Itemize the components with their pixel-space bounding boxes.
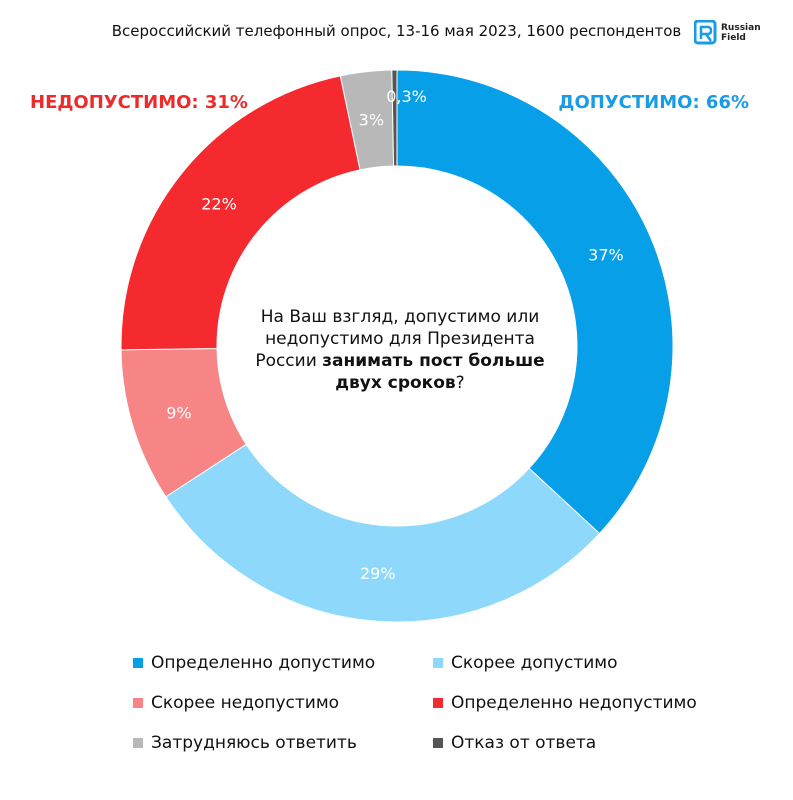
- legend-swatch: [133, 738, 143, 748]
- legend-label: Затрудняюсь ответить: [151, 733, 357, 753]
- survey-question: На Ваш взгляд, допустимо или недопустимо…: [240, 306, 560, 394]
- logo-text-line1: Russian: [721, 23, 761, 33]
- legend-swatch: [433, 738, 443, 748]
- legend-label: Скорее недопустимо: [151, 693, 340, 713]
- legend-item: Скорее недопустимо: [133, 693, 339, 713]
- slice-value-label: 9%: [166, 404, 191, 423]
- legend-item: Отказ от ответа: [433, 733, 596, 753]
- legend-swatch: [133, 698, 143, 708]
- donut-slice: [165, 443, 601, 623]
- legend-item: Определенно допустимо: [133, 653, 375, 673]
- donut-slice: [391, 69, 398, 167]
- logo-icon: [694, 20, 717, 45]
- chart-subtitle: Всероссийский телефонный опрос, 13-16 ма…: [111, 22, 682, 40]
- legend-item: Скорее допустимо: [433, 653, 618, 673]
- slice-value-label: 0,3%: [386, 87, 427, 106]
- slice-value-label: 3%: [359, 110, 384, 129]
- legend-label: Определенно недопустимо: [451, 693, 697, 713]
- legend-label: Отказ от ответа: [451, 733, 597, 753]
- slice-value-label: 37%: [588, 246, 624, 265]
- legend-swatch: [433, 698, 443, 708]
- question-line4-normal: ?: [455, 373, 465, 393]
- donut-slice: [120, 75, 361, 351]
- logo-text-line2: Field: [721, 33, 746, 43]
- russian-field-logo: Russian Field: [694, 20, 761, 46]
- donut-slice: [396, 69, 674, 535]
- legend-item: Затрудняюсь ответить: [133, 733, 357, 753]
- question-line3-bold: занимать пост больше: [322, 351, 545, 371]
- legend-label: Определенно допустимо: [151, 653, 376, 673]
- unacceptable-total-label: НЕДОПУСТИМО: 31%: [30, 92, 248, 113]
- acceptable-total-label: ДОПУСТИМО: 66%: [558, 92, 749, 113]
- question-line3-normal: России: [255, 351, 323, 371]
- legend-swatch: [133, 658, 143, 668]
- legend-label: Скорее допустимо: [451, 653, 618, 673]
- question-line1: На Ваш взгляд, допустимо или: [260, 307, 540, 327]
- slice-value-label: 22%: [201, 195, 237, 214]
- legend-swatch: [433, 658, 443, 668]
- question-line4-bold: двух сроков: [335, 373, 456, 393]
- question-line2: недопустимо для Президента: [265, 329, 535, 349]
- slice-value-label: 29%: [360, 564, 396, 583]
- legend-item: Определенно недопустимо: [433, 693, 697, 713]
